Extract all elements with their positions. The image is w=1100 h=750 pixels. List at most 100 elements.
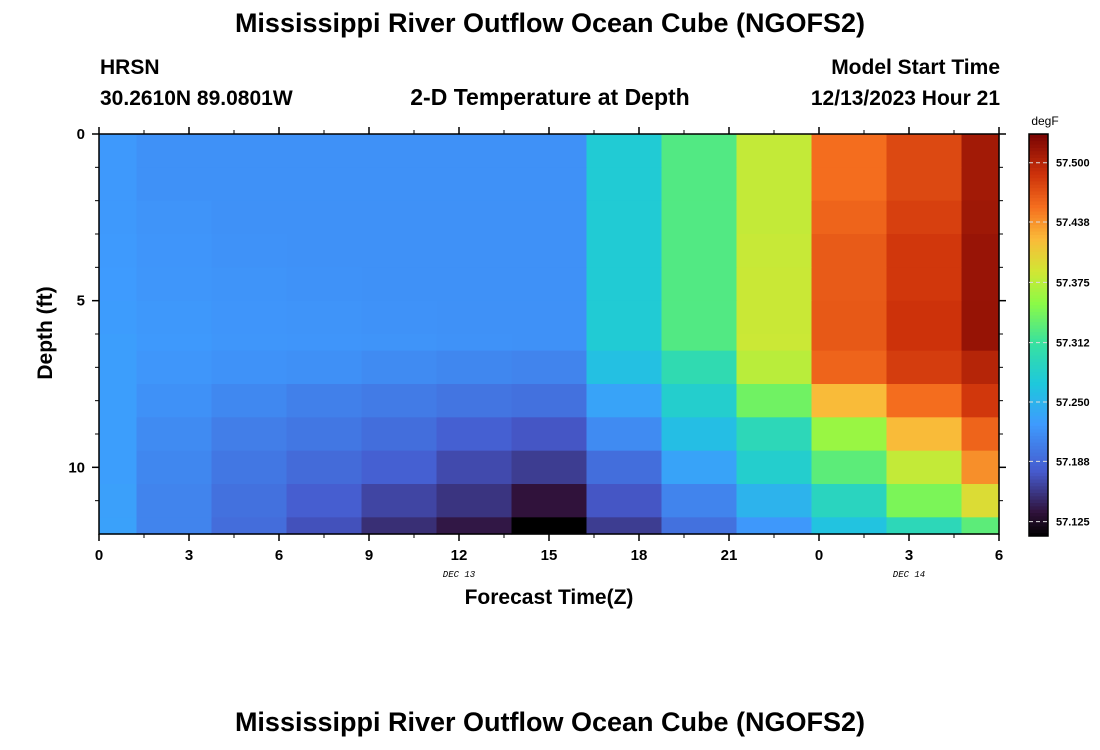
colorbar-tick-label: 57.250 — [1056, 397, 1090, 409]
colorbar-segment — [1029, 247, 1048, 252]
heatmap-cell — [211, 300, 288, 335]
colorbar-segment — [1029, 371, 1048, 376]
colorbar-segment — [1029, 412, 1048, 416]
heatmap-cell — [99, 517, 138, 535]
heatmap-cell — [886, 517, 963, 535]
colorbar-segment — [1029, 418, 1048, 423]
heatmap-cell — [811, 134, 888, 168]
heatmap-cell — [961, 517, 1000, 535]
colorbar-segment — [1029, 308, 1048, 313]
x-axis: 0 3 6 9 12 15 18 21 0 3 6 DEC 13 DEC 14 — [95, 127, 1003, 580]
heatmap-cell — [211, 167, 288, 202]
heatmap-cell — [961, 384, 1000, 418]
heatmap-cell — [736, 167, 813, 202]
heatmap-cell — [511, 234, 588, 268]
heatmap-cell — [661, 350, 738, 385]
colorbar-segment — [1029, 150, 1048, 155]
heatmap-cell — [286, 450, 363, 485]
x-date-label: DEC 13 — [443, 570, 476, 580]
colorbar-segment — [1029, 465, 1048, 470]
heatmap-cell — [286, 267, 363, 302]
colorbar-segment — [1029, 234, 1048, 239]
heatmap-cell — [961, 267, 1000, 302]
heatmap-cell — [361, 384, 438, 418]
heatmap-cell — [886, 167, 963, 202]
colorbar-segment — [1029, 224, 1048, 229]
colorbar-segment — [1029, 432, 1048, 436]
colorbar-segment — [1029, 241, 1048, 246]
colorbar-segment — [1029, 214, 1048, 219]
colorbar-tick-label: 57.375 — [1056, 277, 1090, 289]
heatmap-cell — [886, 384, 963, 418]
heatmap-cell — [211, 450, 288, 485]
colorbar-segment — [1029, 211, 1048, 215]
colorbar-segment — [1029, 495, 1048, 500]
heatmap-cell — [211, 417, 288, 452]
heatmap-cell — [811, 267, 888, 302]
heatmap-cell — [511, 417, 588, 452]
heatmap-cell — [736, 200, 813, 235]
colorbar-segment — [1029, 264, 1048, 269]
heatmap-cell — [886, 334, 963, 352]
heatmap-cell — [211, 334, 288, 352]
heatmap-cell — [211, 234, 288, 268]
heatmap-cell — [961, 234, 1000, 268]
heatmap-cell — [361, 300, 438, 335]
heatmap-cell — [811, 384, 888, 418]
heatmap-cell — [361, 484, 438, 518]
colorbar-segment — [1029, 405, 1048, 410]
heatmap-cell — [361, 167, 438, 202]
heatmap-cell — [99, 300, 138, 335]
heatmap-cell — [586, 267, 663, 302]
colorbar-segment — [1029, 187, 1048, 192]
colorbar-segment — [1029, 375, 1048, 380]
colorbar-segment — [1029, 489, 1048, 493]
heatmap-cell — [286, 350, 363, 385]
heatmap-cell — [586, 200, 663, 235]
heatmap-cell — [586, 450, 663, 485]
colorbar-segment — [1029, 438, 1048, 443]
heatmap-cell — [736, 134, 813, 168]
heatmap-cell — [99, 350, 138, 385]
heatmap-cell — [811, 517, 888, 535]
colorbar-segment — [1029, 355, 1048, 359]
colorbar-segment — [1029, 227, 1048, 232]
heatmap-cell — [436, 484, 513, 518]
colorbar-segment — [1029, 462, 1048, 467]
colorbar-segment — [1029, 204, 1048, 209]
heatmap-cell — [99, 417, 138, 452]
heatmap-cell — [211, 350, 288, 385]
colorbar-segment — [1029, 197, 1048, 202]
heatmap-cell — [586, 484, 663, 518]
colorbar-border — [1028, 133, 1049, 537]
heatmap-cell — [99, 234, 138, 268]
colorbar-segment — [1029, 314, 1048, 319]
heatmap-cell — [211, 517, 288, 535]
heatmap-cell — [661, 200, 738, 235]
heatmap-cell — [286, 484, 363, 518]
x-tick-label: 21 — [721, 547, 738, 564]
heatmap-cell — [286, 134, 363, 168]
heatmap-cell — [811, 200, 888, 235]
heatmap-cell — [361, 517, 438, 535]
heatmap-cell — [586, 134, 663, 168]
heatmap-cell — [886, 134, 963, 168]
heatmap-cell — [811, 234, 888, 268]
heatmap-cell — [136, 267, 213, 302]
heatmap-cell — [811, 300, 888, 335]
colorbar-segment — [1029, 217, 1048, 222]
heatmap-cell — [511, 384, 588, 418]
colorbar-segment — [1029, 348, 1048, 353]
heatmap-cell — [99, 167, 138, 202]
colorbar-segment — [1029, 395, 1048, 400]
colorbar: 57.125 57.188 57.250 57.312 57.375 57.438 57.5… — [1028, 133, 1090, 537]
colorbar-segment — [1029, 378, 1048, 383]
x-tick-label: 6 — [275, 547, 283, 564]
colorbar-segment — [1029, 391, 1048, 396]
heatmap-cell — [661, 517, 738, 535]
heatmap-cell — [961, 300, 1000, 335]
heatmap-cell — [736, 484, 813, 518]
colorbar-segment — [1029, 318, 1048, 323]
colorbar-tick-label: 57.500 — [1056, 158, 1090, 170]
colorbar-segment — [1029, 422, 1048, 426]
